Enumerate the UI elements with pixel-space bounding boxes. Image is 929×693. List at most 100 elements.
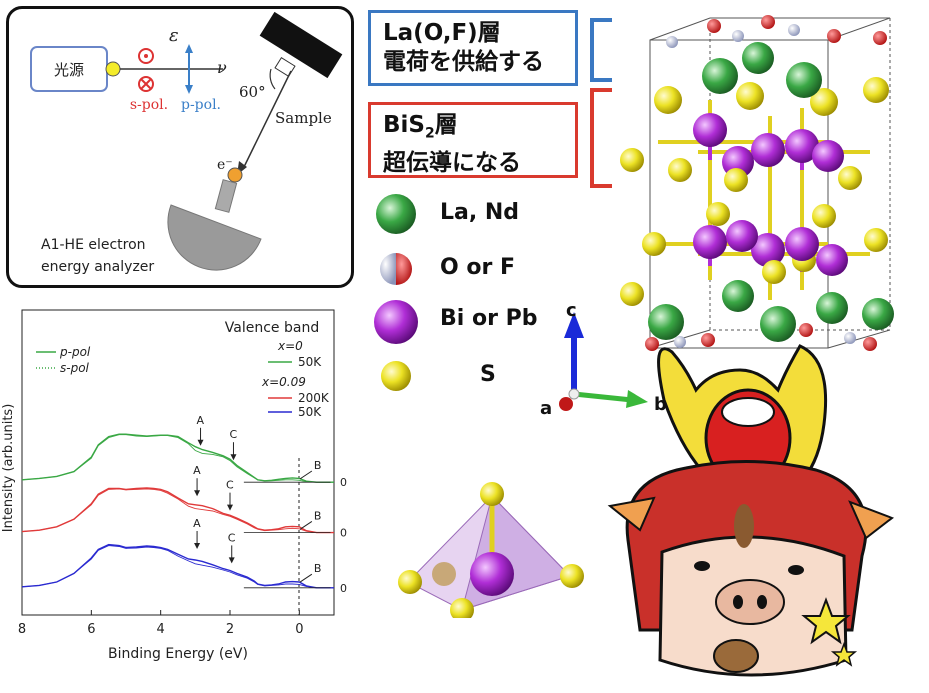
- crystal-atom-27: [762, 260, 786, 284]
- crystal-atom-6: [742, 42, 774, 74]
- legend-la-nd: La, Nd: [372, 192, 592, 236]
- la-atom-sphere: [376, 194, 416, 234]
- s-apex-atom: [480, 482, 504, 506]
- bi-atom-sphere: [374, 300, 418, 344]
- crystal-atom-33: [645, 337, 659, 351]
- series-line-2: [21, 487, 334, 534]
- crystal-atom-42: [873, 31, 887, 45]
- peak-label-3: A: [193, 464, 201, 477]
- series-line-0: [21, 433, 334, 483]
- a-label: a: [540, 398, 552, 419]
- valence-band-chart: 8 6 4 2 0 Intensity (arb.units) Binding Ener…: [1, 309, 347, 662]
- crystal-atom-5: [786, 62, 822, 98]
- b-arrow-icon: [626, 390, 648, 408]
- crystal-atom-20: [864, 228, 888, 252]
- peak-label-2: B: [314, 459, 322, 472]
- crystal-atom-28: [648, 304, 684, 340]
- analyzer-hemisphere: [167, 204, 262, 271]
- layer-brackets: [590, 18, 612, 188]
- crystal-atom-17: [812, 204, 836, 228]
- analyzer-label-1: A1-HE electron: [41, 237, 146, 253]
- crystal-atom-35: [799, 323, 813, 337]
- legend-x0-50k-label: 50K: [298, 355, 322, 369]
- setup-diagram: 光源 s-pol. p-pol. ε ν 60° Sample e⁻ A1-HE…: [30, 11, 343, 275]
- s-atom-sphere: [381, 361, 411, 391]
- c-label: c: [566, 300, 577, 321]
- peak-label-7: C: [228, 531, 236, 544]
- legend-ppol-label: p-pol: [59, 345, 91, 359]
- x-tick-label-3: 2: [226, 622, 234, 637]
- s-left-atom: [398, 570, 422, 594]
- legend-s: S: [372, 354, 592, 398]
- bis2-layer-box: BiS2層 超伝導になる: [368, 102, 578, 178]
- sparkle-small-icon: [830, 641, 858, 667]
- x-tick-label-4: 0: [295, 622, 303, 637]
- crystal-atom-30: [722, 280, 754, 312]
- zero-label-2: 0: [340, 582, 347, 595]
- crystal-atom-26: [620, 282, 644, 306]
- pol-in-cross-b: [140, 78, 152, 90]
- crystal-atom-13: [668, 158, 692, 182]
- sample-label: Sample: [275, 109, 332, 127]
- peak-arrowhead-6: [194, 543, 201, 549]
- legend-s-label: S: [480, 362, 496, 387]
- angle-arc: [269, 68, 276, 90]
- mascot-hand: [713, 639, 759, 673]
- axes-triad: c a b: [540, 300, 667, 419]
- peak-annotations: A C B A C B A C B: [193, 414, 322, 583]
- series-line-3: [21, 488, 334, 534]
- bi-center-atom: [470, 552, 514, 596]
- crystal-atom-37: [674, 336, 686, 348]
- la-bracket: [590, 18, 612, 82]
- mascot-snout: [715, 579, 785, 625]
- p-pol-label: p-pol.: [181, 97, 221, 113]
- o-half: [380, 253, 396, 285]
- origin-icon: [568, 388, 580, 400]
- series-line-1: [21, 434, 334, 483]
- mascot-eye-left: [694, 561, 710, 571]
- p-pol-arrow-down-icon: [185, 85, 193, 94]
- chart-title: Valence band: [225, 320, 319, 336]
- sample-holder: [274, 56, 296, 78]
- epsilon-label: ε: [169, 25, 179, 46]
- b-axis: [573, 391, 633, 403]
- peak-label-5: B: [314, 509, 322, 522]
- mascot-teeth: [721, 397, 775, 427]
- zero-label-1: 0: [340, 527, 347, 540]
- crystal-structure: [620, 15, 894, 351]
- pol-out-icon: [138, 48, 154, 64]
- crystal-atom-31: [816, 292, 848, 324]
- s-right-atom: [560, 564, 584, 588]
- bis2-tail: 層: [434, 112, 458, 138]
- peak-arrowhead-4: [227, 504, 233, 511]
- crystal-atom-29: [760, 306, 796, 342]
- light-spot-icon: [105, 61, 121, 77]
- crystal-atom-11: [812, 140, 844, 172]
- x-tick-label-1: 6: [87, 622, 95, 637]
- crystal-atom-3: [863, 77, 889, 103]
- bis2-bracket: [590, 88, 612, 188]
- group-x009-heading: x=0.09: [261, 375, 306, 389]
- la-layer-desc: 電荷を供給する: [383, 49, 544, 75]
- legend-bi-pb-label: Bi or Pb: [440, 306, 538, 331]
- peak-arrowhead-3: [194, 490, 201, 497]
- bis2-layer-title: BiS2層: [383, 111, 565, 149]
- legend-o-f: O or F: [372, 247, 592, 291]
- s-atom-icon: [381, 361, 411, 391]
- peak-arrowhead-0: [197, 439, 204, 446]
- legend-200k-label: 200K: [298, 391, 330, 405]
- crystal-atom-41: [827, 29, 841, 43]
- mascot-ear-right: [848, 500, 895, 540]
- pol-in-icon: [138, 76, 154, 92]
- plot-frame: [21, 309, 335, 616]
- mascot-ear-left: [607, 496, 656, 532]
- crystal-atom-22: [751, 233, 785, 267]
- bis2-main: BiS: [383, 112, 425, 138]
- analyzer-lens: [214, 179, 238, 213]
- zero-label-0: 0: [340, 476, 347, 489]
- analyzer-label-2: energy analyzer: [41, 259, 154, 275]
- legend-bi-pb: Bi or Pb: [372, 298, 592, 344]
- crystal-atom-44: [788, 24, 800, 36]
- mascot: [607, 344, 895, 677]
- la-atom-icon: [376, 194, 416, 234]
